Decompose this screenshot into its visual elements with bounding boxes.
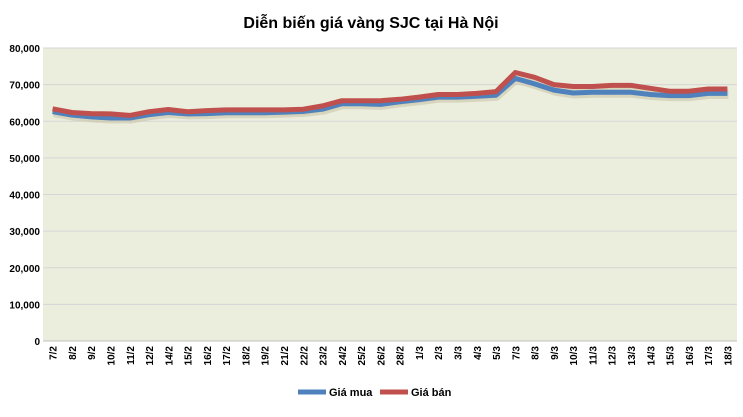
legend-label: Giá bán (411, 387, 452, 399)
x-tick-label: 8/3 (531, 346, 542, 360)
y-tick-label: 20,000 (9, 264, 40, 275)
x-tick-label: 24/2 (338, 346, 349, 366)
x-tick-label: 13/3 (627, 346, 638, 366)
x-tick-label: 10/3 (569, 346, 580, 366)
x-tick-label: 25/2 (357, 346, 368, 366)
x-tick-label: 2/3 (434, 346, 445, 360)
y-tick-label: 30,000 (9, 227, 40, 238)
x-tick-label: 18/3 (723, 346, 734, 366)
x-tick-label: 11/3 (588, 346, 599, 365)
x-tick-label: 16/3 (685, 346, 696, 366)
x-tick-label: 1/3 (415, 346, 426, 360)
x-tick-label: 12/3 (608, 346, 619, 366)
x-tick-label: 23/2 (319, 346, 330, 366)
x-tick-label: 19/2 (261, 346, 272, 366)
y-tick-label: 50,000 (9, 154, 40, 165)
x-tick-label: 12/2 (145, 346, 156, 366)
x-tick-label: 14/2 (164, 346, 175, 366)
series-shadow (53, 78, 729, 124)
x-tick-label: 11/2 (126, 346, 137, 365)
x-tick-label: 18/2 (241, 346, 252, 366)
x-tick-label: 9/2 (87, 346, 98, 360)
x-tick-label: 4/3 (473, 346, 484, 360)
x-tick-label: 26/2 (376, 346, 387, 366)
y-tick-label: 40,000 (9, 191, 40, 202)
x-tick-label: 7/3 (511, 346, 522, 360)
x-tick-label: 8/2 (68, 346, 79, 360)
x-tick-label: 3/3 (453, 346, 464, 360)
y-tick-label: 80,000 (9, 44, 40, 55)
series-line-gia-ban (52, 70, 728, 118)
y-tick-label: 0 (34, 337, 40, 348)
x-tick-label: 17/2 (222, 346, 233, 366)
x-tick-label: 21/2 (280, 346, 291, 366)
x-tick-label: 22/2 (299, 346, 310, 366)
x-tick-label: 15/3 (666, 346, 677, 366)
series-line-gia-mua (52, 75, 728, 121)
x-tick-label: 7/2 (49, 346, 60, 360)
x-tick-label: 28/2 (396, 346, 407, 366)
x-tick-label: 9/3 (550, 346, 561, 360)
y-tick-label: 70,000 (9, 81, 40, 92)
legend-label: Giá mua (329, 387, 373, 399)
x-tick-label: 16/2 (203, 346, 214, 366)
x-tick-label: 5/3 (492, 346, 503, 360)
x-tick-label: 17/3 (704, 346, 715, 366)
y-tick-label: 60,000 (9, 117, 40, 128)
x-tick-label: 10/2 (106, 346, 117, 366)
x-tick-label: 14/3 (646, 346, 657, 366)
y-tick-label: 10,000 (9, 300, 40, 311)
chart-title: Diễn biến giá vàng SJC tại Hà Nội (243, 13, 498, 32)
x-tick-label: 15/2 (184, 346, 195, 366)
